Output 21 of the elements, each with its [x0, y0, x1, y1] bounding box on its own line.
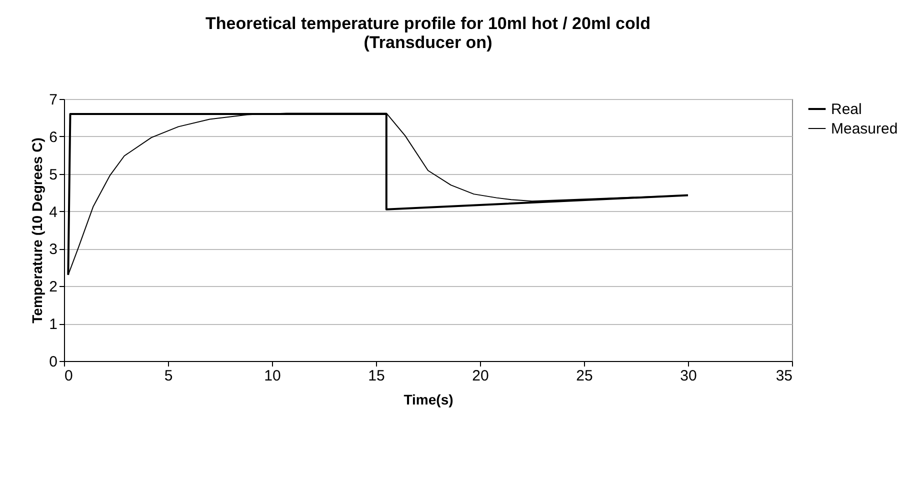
- x-tick-label: 35: [776, 368, 792, 384]
- y-tick-label: 4: [49, 204, 58, 221]
- y-tick-label: 2: [49, 278, 58, 296]
- legend-label: Real: [831, 101, 862, 118]
- y-tick-label: 1: [49, 316, 58, 334]
- y-tick-label: 5: [49, 166, 58, 184]
- chart-title: Theoretical temperature profile for 10ml hot / 20ml cold (Transducer on): [206, 14, 650, 52]
- x-tick-label: 20: [472, 368, 489, 384]
- y-axis-title: Temperature (10 Degrees C): [29, 138, 46, 324]
- x-tick-label: 30: [680, 368, 697, 384]
- x-tick-label: 0: [64, 368, 73, 384]
- x-axis-title: Time(s): [404, 392, 454, 408]
- y-tick-label: 3: [49, 241, 58, 258]
- y-tick-label: 0: [49, 354, 58, 370]
- legend-label: Measured: [831, 120, 898, 138]
- x-tick-label: 15: [368, 368, 385, 384]
- y-tick-label: 7: [49, 92, 58, 108]
- x-tick-label: 25: [576, 368, 593, 384]
- x-tick-label: 5: [164, 368, 173, 384]
- y-tick-label: 6: [49, 128, 58, 146]
- x-tick-label: 10: [264, 368, 281, 384]
